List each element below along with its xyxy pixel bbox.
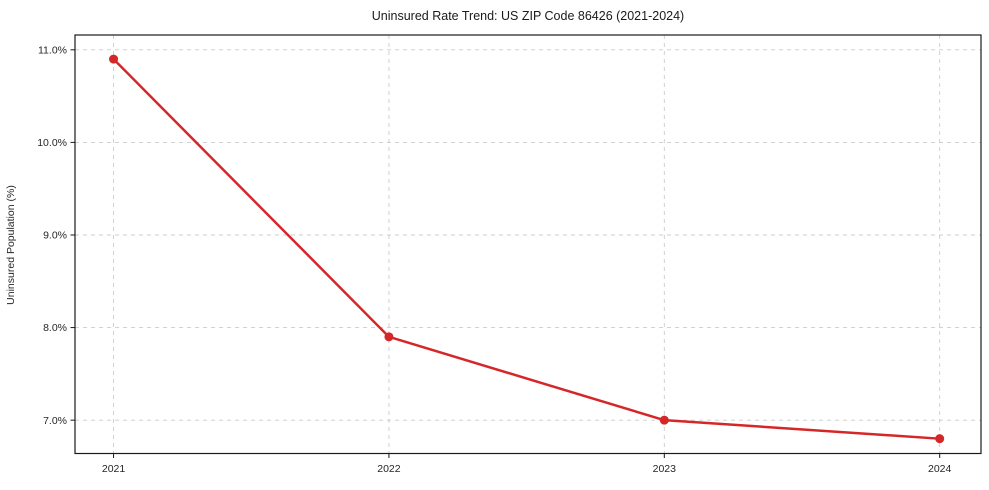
y-tick-label: 8.0% [43, 322, 67, 334]
chart-title: Uninsured Rate Trend: US ZIP Code 86426 … [372, 9, 684, 23]
y-tick-label: 9.0% [43, 230, 67, 242]
x-tick-label: 2021 [102, 463, 126, 475]
y-tick-label: 10.0% [37, 137, 67, 149]
y-axis-label: Uninsured Population (%) [5, 185, 17, 305]
trend-line [112, 57, 941, 440]
data-point [659, 415, 669, 425]
tick-labels: 7.0% 8.0% 9.0% 10.0% 11.0% 2021 2022 2023 2024 [37, 44, 951, 475]
data-point [384, 332, 394, 342]
axes [70, 34, 982, 458]
data-point [109, 54, 119, 64]
x-tick-label: 2024 [928, 463, 952, 475]
data-series [109, 54, 945, 444]
x-tick-label: 2022 [377, 463, 401, 475]
gridlines [75, 35, 981, 454]
x-tick-label: 2023 [653, 463, 677, 475]
y-tick-label: 7.0% [43, 415, 67, 427]
plot-border [74, 34, 982, 455]
data-point [935, 434, 945, 444]
y-tick-label: 11.0% [38, 44, 67, 56]
